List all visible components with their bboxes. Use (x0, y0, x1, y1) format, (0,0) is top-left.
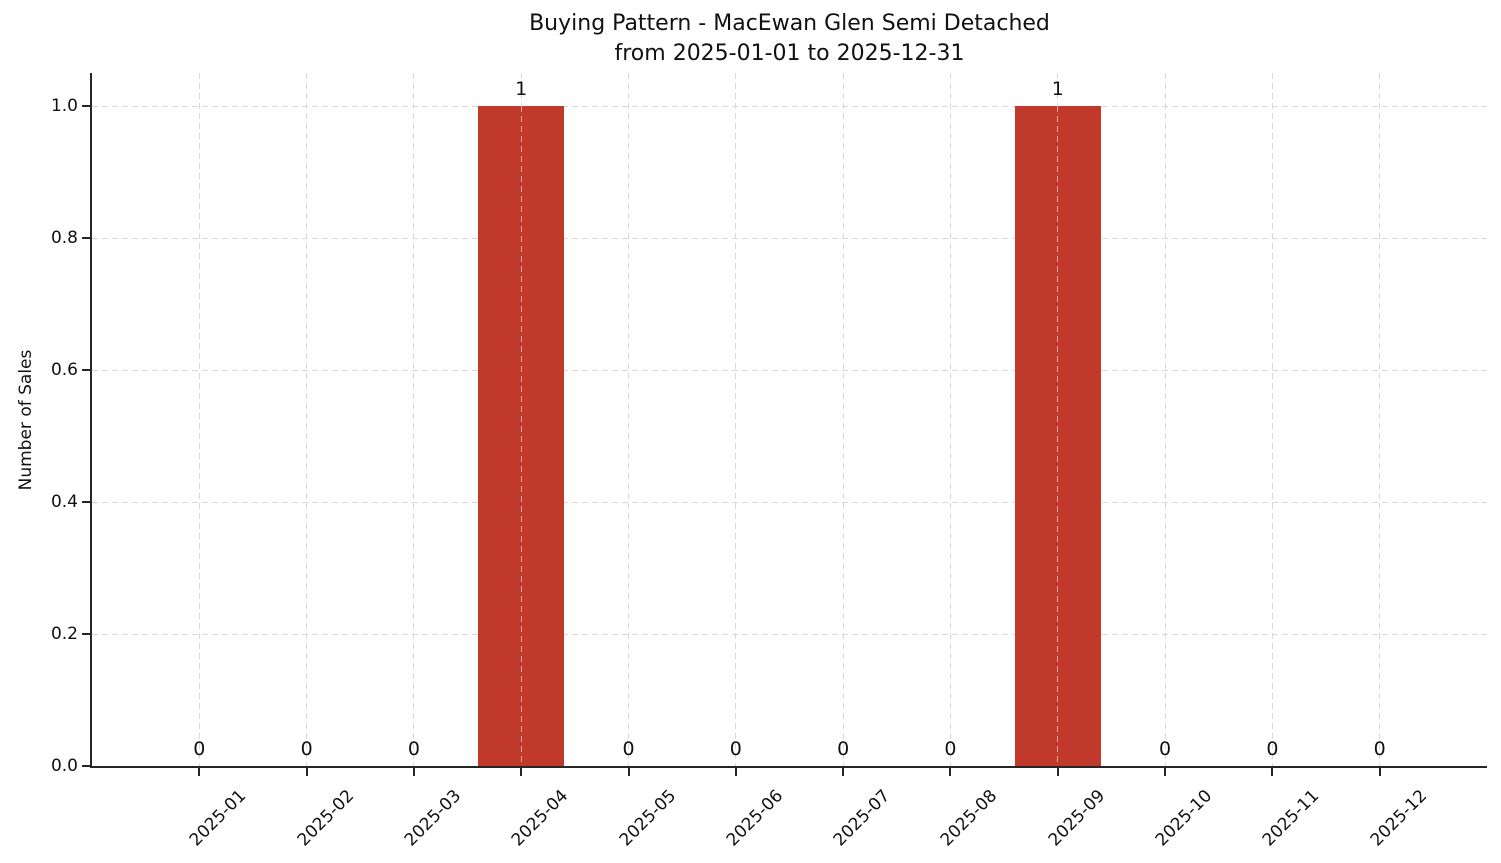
gridline-vertical (306, 73, 308, 766)
x-tick-mark (305, 768, 308, 776)
bar-value-label-2025-05: 0 (622, 738, 635, 760)
y-tick-mark (82, 765, 90, 767)
bar-value-label-2025-03: 0 (407, 738, 420, 760)
gridline-horizontal (92, 106, 1487, 107)
gridline-vertical (735, 73, 737, 766)
x-tick-mark (1056, 768, 1059, 776)
gridline-vertical (842, 73, 844, 766)
x-tick-mark (627, 768, 630, 776)
bar-value-label-2025-06: 0 (729, 738, 742, 760)
bar-value-label-2025-04: 1 (515, 78, 528, 100)
gridline-vertical (1271, 73, 1273, 766)
bar-2025-04 (478, 106, 565, 766)
bar-value-label-2025-12: 0 (1373, 738, 1386, 760)
bar-value-label-2025-07: 0 (837, 738, 850, 760)
x-tick-mark (1164, 768, 1167, 776)
x-tick-label-2025-01: 2025-01 (186, 786, 251, 851)
gridline-vertical (198, 73, 200, 766)
bar-value-label-2025-11: 0 (1266, 738, 1279, 760)
bar-grid-overlay (1057, 106, 1059, 766)
y-tick-label-0.8: 0.8 (50, 228, 78, 248)
bar-value-label-2025-09: 1 (1051, 78, 1064, 100)
y-axis-label: Number of Sales (16, 349, 36, 491)
y-tick-mark (82, 237, 90, 239)
y-tick-label-0.2: 0.2 (50, 624, 78, 644)
y-tick-mark (82, 369, 90, 371)
bar-grid-overlay (520, 106, 522, 766)
x-tick-mark (412, 768, 415, 776)
y-tick-mark (82, 501, 90, 503)
bar-value-label-2025-10: 0 (1159, 738, 1172, 760)
bar-2025-09 (1014, 106, 1101, 766)
gridline-vertical (628, 73, 630, 766)
gridline-vertical (1379, 73, 1381, 766)
y-tick-mark (82, 105, 90, 107)
y-tick-label-0.6: 0.6 (50, 360, 78, 380)
gridline-horizontal (92, 370, 1487, 371)
gridline-horizontal (92, 634, 1487, 635)
bar-value-label-2025-02: 0 (300, 738, 313, 760)
chart-subtitle: from 2025-01-01 to 2025-12-31 (614, 41, 965, 66)
x-tick-mark (734, 768, 737, 776)
x-tick-mark (1378, 768, 1381, 776)
chart-title: Buying Pattern - MacEwan Glen Semi Detac… (529, 11, 1050, 36)
x-tick-mark (520, 768, 523, 776)
bar-value-label-2025-08: 0 (944, 738, 957, 760)
x-tick-mark (949, 768, 952, 776)
chart-title-block: Buying Pattern - MacEwan Glen Semi Detac… (92, 9, 1487, 69)
x-tick-mark (842, 768, 845, 776)
gridline-vertical (413, 73, 415, 766)
gridline-horizontal (92, 238, 1487, 239)
plot-area: 0 0 0 1 0 0 0 0 1 0 0 0 2025-01 2025-02 2025-03 2025-04… (51, 73, 1487, 850)
y-tick-label-0.4: 0.4 (50, 492, 78, 512)
y-tick-label-0.0: 0.0 (50, 756, 78, 776)
gridline-horizontal (92, 502, 1487, 503)
x-tick-mark (198, 768, 201, 776)
gridline-vertical (1164, 73, 1166, 766)
bar-value-label-2025-01: 0 (193, 738, 206, 760)
y-tick-mark (82, 633, 90, 635)
x-tick-mark (1271, 768, 1274, 776)
y-tick-label-1.0: 1.0 (50, 96, 78, 116)
gridline-vertical (949, 73, 951, 766)
